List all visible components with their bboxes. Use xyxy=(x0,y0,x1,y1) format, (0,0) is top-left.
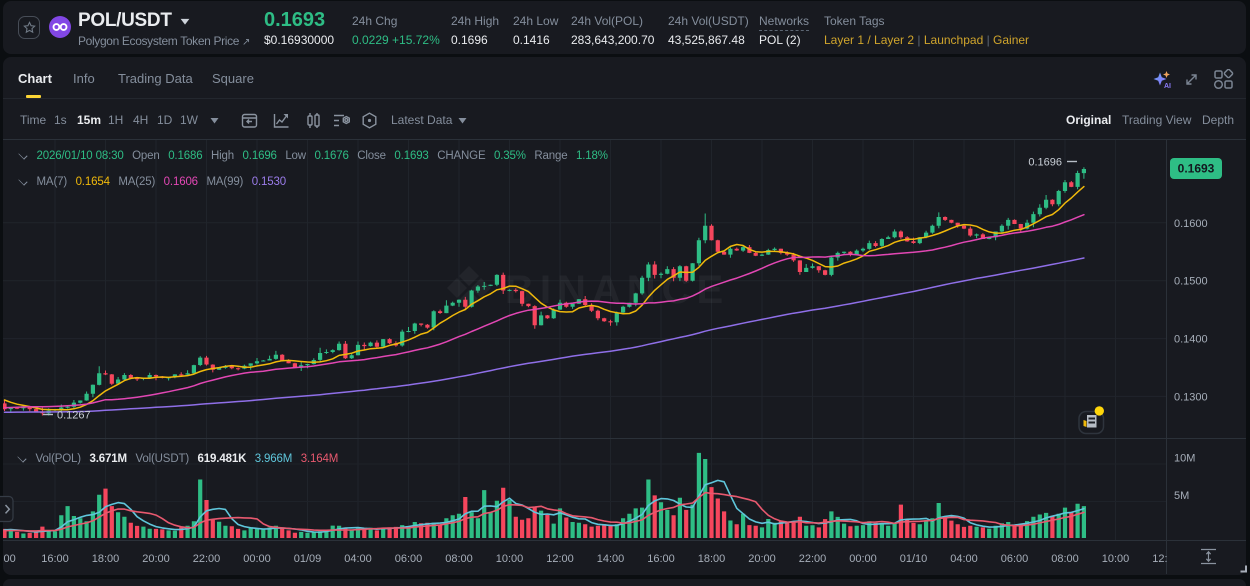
svg-text:0.1400: 0.1400 xyxy=(1174,334,1208,346)
svg-text:10:00: 10:00 xyxy=(496,553,524,565)
svg-text:00:00: 00:00 xyxy=(849,553,877,565)
svg-text:0.1300: 0.1300 xyxy=(1174,391,1208,403)
svg-text:20:00: 20:00 xyxy=(748,553,776,565)
svg-text:0.1267: 0.1267 xyxy=(57,410,91,422)
svg-text:10M: 10M xyxy=(1174,453,1195,465)
svg-text:00:00: 00:00 xyxy=(243,553,271,565)
svg-text:0.1696: 0.1696 xyxy=(1028,157,1062,169)
svg-text:0.1500: 0.1500 xyxy=(1174,276,1208,288)
svg-text:12:00: 12:00 xyxy=(1152,553,1180,565)
svg-text:01/10: 01/10 xyxy=(900,553,928,565)
svg-text:08:00: 08:00 xyxy=(445,553,473,565)
svg-text:10:00: 10:00 xyxy=(1102,553,1130,565)
svg-text:16:00: 16:00 xyxy=(41,553,69,565)
svg-text:22:00: 22:00 xyxy=(799,553,827,565)
svg-text:22:00: 22:00 xyxy=(193,553,221,565)
svg-text:18:00: 18:00 xyxy=(92,553,120,565)
svg-text:12:00: 12:00 xyxy=(546,553,574,565)
svg-text:04:00: 04:00 xyxy=(344,553,372,565)
svg-text:06:00: 06:00 xyxy=(1001,553,1029,565)
svg-text::00: :00 xyxy=(1,553,16,565)
svg-text:01/09: 01/09 xyxy=(294,553,322,565)
svg-text:20:00: 20:00 xyxy=(142,553,170,565)
svg-text:14:00: 14:00 xyxy=(597,553,625,565)
svg-text:08:00: 08:00 xyxy=(1051,553,1079,565)
svg-text:04:00: 04:00 xyxy=(950,553,978,565)
svg-text:0.1693: 0.1693 xyxy=(1178,162,1215,176)
svg-text:16:00: 16:00 xyxy=(647,553,675,565)
svg-text:AI: AI xyxy=(1164,83,1171,90)
svg-text:0.1600: 0.1600 xyxy=(1174,218,1208,230)
svg-text:18:00: 18:00 xyxy=(698,553,726,565)
svg-text:BINANCE: BINANCE xyxy=(505,268,729,312)
svg-text:06:00: 06:00 xyxy=(395,553,423,565)
svg-text:5M: 5M xyxy=(1174,490,1189,502)
